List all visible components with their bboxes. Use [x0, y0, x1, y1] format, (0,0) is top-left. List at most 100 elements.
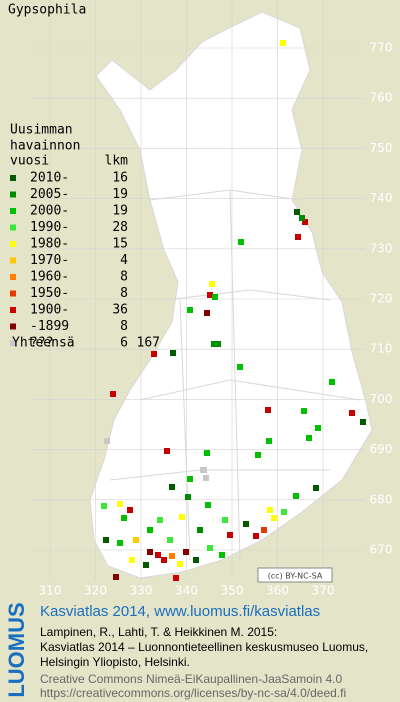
observation-square [183, 549, 189, 555]
observation-square [204, 310, 210, 316]
legend-label: 1990- [30, 220, 69, 235]
observation-square [157, 517, 163, 523]
observation-square [179, 514, 185, 520]
observation-square [177, 561, 183, 567]
legend-label: 1950- [30, 286, 69, 301]
legend-swatch [10, 257, 16, 264]
legend-label: 2010- [30, 171, 69, 186]
legend-label: -1899 [30, 319, 69, 334]
observation-square [110, 391, 116, 397]
species-title: Gypsophila [8, 3, 86, 18]
license: Creative Commons Nimeä-EiKaupallinen-Jaa… [40, 672, 342, 686]
observation-square [222, 517, 228, 523]
observation-square [237, 364, 243, 370]
citation: Helsingin Yliopisto, Helsinki. [40, 655, 190, 669]
legend-swatch [10, 340, 16, 346]
observation-square [113, 574, 119, 580]
observation-square [280, 40, 286, 46]
legend-label: 1970- [30, 253, 69, 268]
legend-swatch [10, 307, 16, 313]
legend-swatch [10, 175, 16, 181]
observation-square [204, 450, 210, 456]
observation-square [129, 557, 135, 563]
observation-square [185, 494, 191, 500]
citation: Lampinen, R., Lahti, T. & Heikkinen M. 2… [40, 625, 277, 639]
y-tick-label: 700 [370, 392, 393, 406]
x-tick-label: 370 [312, 584, 335, 598]
legend-count-heading: lkm [105, 154, 129, 169]
observation-square [207, 292, 213, 298]
map: Gypsophila Uusimman havainnon vuosi lkm … [8, 0, 393, 598]
observation-square [302, 219, 308, 225]
observation-square [203, 475, 209, 481]
observation-square [306, 435, 312, 441]
citation: Kasviatlas 2014 – Luonnontieteellinen ke… [40, 640, 368, 654]
observation-square [243, 521, 249, 527]
observation-square [281, 509, 287, 515]
legend-swatch [10, 224, 16, 231]
legend-heading: vuosi [10, 154, 49, 169]
observation-square [147, 527, 153, 533]
observation-square [209, 281, 215, 287]
observation-square [299, 215, 305, 221]
observation-square [205, 502, 211, 508]
y-tick-label: 720 [370, 292, 393, 306]
observation-square [169, 553, 175, 559]
legend-count: 19 [112, 204, 128, 219]
observation-square [255, 452, 261, 458]
observation-square [266, 438, 272, 444]
observation-square [161, 557, 167, 563]
observation-square [133, 537, 139, 543]
observation-square [227, 532, 233, 538]
observation-square [187, 307, 193, 313]
legend-count: 15 [112, 237, 128, 252]
x-tick-label: 350 [221, 584, 244, 598]
observation-square [193, 557, 199, 563]
observation-square [261, 527, 267, 533]
legend-count: 8 [120, 270, 128, 285]
legend-count: 19 [112, 187, 128, 202]
country-outline [89, 11, 373, 579]
observation-square [301, 408, 307, 414]
legend-swatch [10, 290, 16, 297]
legend-swatch [10, 241, 16, 247]
footer: LUOMUS Kasviatlas 2014, www.luomus.fi/ka… [4, 602, 368, 700]
observation-square [155, 552, 161, 558]
logo: LUOMUS [4, 602, 29, 697]
legend-heading: havainnon [10, 139, 80, 154]
observation-square [349, 410, 355, 416]
license-badge: (cc) BY-NC-SA [268, 572, 323, 581]
x-tick-label: 360 [266, 584, 289, 598]
legend-total: 167 [137, 336, 160, 351]
observation-square [117, 540, 123, 546]
y-tick-label: 710 [370, 342, 393, 356]
observation-square [127, 507, 133, 513]
observation-square [267, 507, 273, 513]
legend-label: 1900- [30, 303, 69, 318]
observation-square [197, 527, 203, 533]
observation-square [101, 503, 107, 509]
legend-count: 8 [120, 319, 128, 334]
observation-square [121, 515, 127, 521]
observation-square [360, 419, 366, 425]
legend-count: 16 [112, 171, 128, 186]
y-tick-label: 750 [370, 141, 393, 155]
observation-square [104, 438, 110, 444]
observation-square [117, 501, 123, 507]
legend-total-label: Yhteensä [12, 336, 75, 351]
legend-count: 8 [120, 286, 128, 301]
observation-square [207, 545, 213, 551]
observation-square [212, 294, 218, 300]
legend-label: 2000- [30, 204, 69, 219]
observation-square [265, 407, 271, 413]
y-tick-label: 680 [370, 492, 393, 506]
legend-label: ??? [30, 336, 53, 351]
legend-swatch [10, 323, 16, 330]
legend: Uusimman havainnon vuosi lkm 2010- 16 2005… [10, 123, 160, 351]
observation-square [167, 537, 173, 543]
observation-square [271, 515, 277, 521]
observation-square [253, 533, 259, 539]
headline: Kasviatlas 2014, www.luomus.fi/kasviatla… [40, 603, 320, 620]
observation-square [143, 562, 149, 568]
observation-square [164, 448, 170, 454]
